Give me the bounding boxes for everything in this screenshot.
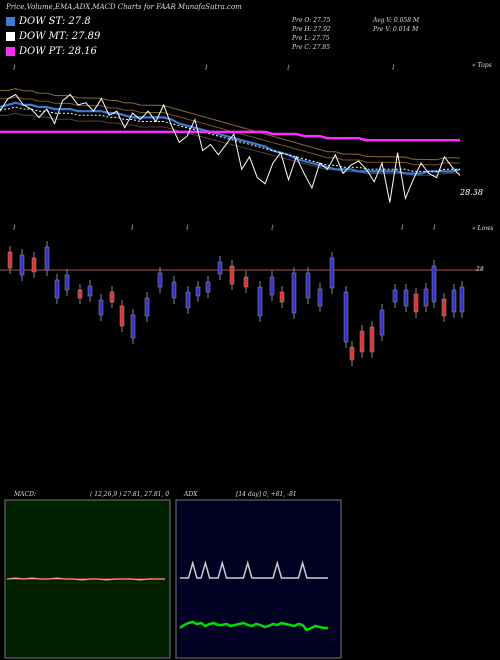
series-line-dow-pt bbox=[0, 130, 460, 142]
volume-candle bbox=[205, 281, 211, 293]
adx-panel bbox=[175, 499, 342, 659]
low-marker: ⌇ bbox=[130, 224, 134, 232]
low-marker: ⌇ bbox=[400, 224, 404, 232]
adx-params: [14 day] 0, +81, -81 bbox=[236, 491, 297, 498]
volume-candle bbox=[171, 281, 177, 299]
volume-candle bbox=[19, 254, 25, 276]
volume-candle bbox=[195, 286, 201, 297]
volume-candle bbox=[343, 291, 349, 343]
volume-candle bbox=[279, 291, 285, 303]
volume-candles bbox=[7, 241, 465, 366]
adx-line-adx-green bbox=[179, 620, 328, 632]
legend-dow-pt-label: DOW PT: 28.16 bbox=[19, 46, 97, 57]
ohlc-low: Pre L: 27.75 bbox=[292, 35, 330, 42]
volume-candle bbox=[130, 314, 136, 339]
legend-swatch-blue bbox=[6, 17, 15, 26]
price-ema-lines bbox=[0, 93, 461, 203]
ohlc-close: Pre C: 27.85 bbox=[292, 44, 331, 51]
volume-candle bbox=[243, 276, 249, 288]
ema-band-line-2 bbox=[0, 112, 460, 176]
volume-candle bbox=[44, 246, 50, 271]
ohlc-avg-volume: Avg V: 0.058 M bbox=[373, 17, 420, 24]
macd-params: ( 12,26,9 ) 27.81, 27.81, 0 bbox=[90, 491, 170, 498]
chart-title: Price,Volume,EMA,ADX,MACD Charts for FAA… bbox=[6, 3, 242, 11]
legend-dow-mt: DOW MT: 27.89 bbox=[6, 31, 100, 42]
ohlc-pre-volume: Pre V: 0.014 M bbox=[373, 26, 419, 33]
volume-candle bbox=[369, 326, 375, 353]
adx-title: ADX bbox=[184, 491, 198, 498]
low-marker: ⌇ bbox=[432, 224, 436, 232]
macd-title: MACD: bbox=[14, 491, 36, 498]
legend-swatch-magenta bbox=[6, 47, 15, 56]
legend-dow-st-label: DOW ST: 27.8 bbox=[19, 16, 91, 27]
volume-candle bbox=[257, 286, 263, 317]
volume-candle bbox=[317, 288, 323, 307]
low-marker: ⌇ bbox=[270, 224, 274, 232]
volume-candle bbox=[7, 251, 13, 269]
volume-candle bbox=[87, 285, 93, 297]
adx-lines bbox=[179, 560, 328, 632]
volume-candle bbox=[109, 291, 115, 303]
tops-label: « Tops bbox=[472, 62, 492, 69]
volume-candle bbox=[392, 289, 398, 303]
volume-candle bbox=[31, 257, 37, 273]
volume-candle bbox=[217, 261, 223, 275]
volume-candle bbox=[54, 279, 60, 299]
legend-dow-pt: DOW PT: 28.16 bbox=[6, 46, 97, 57]
volume-candle bbox=[291, 272, 297, 314]
lows-label: « Lows bbox=[472, 225, 494, 232]
volume-candle bbox=[144, 297, 150, 317]
low-marker: ⌇ bbox=[185, 224, 189, 232]
adx-line-adx-white bbox=[180, 560, 328, 579]
series-line-close bbox=[0, 93, 461, 203]
volume-candle bbox=[98, 299, 104, 316]
volume-candle bbox=[451, 289, 457, 313]
top-marker: ⌇ bbox=[204, 64, 208, 72]
volume-candle bbox=[119, 305, 125, 327]
top-marker: ⌇ bbox=[286, 64, 290, 72]
volume-candle bbox=[459, 286, 465, 313]
volume-candle bbox=[359, 330, 365, 353]
top-marker: ⌇ bbox=[391, 64, 395, 72]
ohlc-high: Pre H: 27.92 bbox=[292, 26, 331, 33]
ema-band-line-1 bbox=[0, 88, 461, 161]
volume-candle bbox=[305, 272, 311, 299]
price-right-label: 28.38 bbox=[460, 188, 483, 197]
volume-candle bbox=[431, 265, 437, 303]
volume-candle bbox=[379, 309, 385, 336]
volume-candle bbox=[185, 291, 191, 309]
top-markers: ⌇ ⌇ ⌇ ⌇ ⌇ ⌇ ⌇ ⌇ ⌇ ⌇ bbox=[12, 64, 436, 232]
volume-candle bbox=[269, 276, 275, 296]
low-marker: ⌇ bbox=[12, 224, 16, 232]
volume-candle bbox=[329, 257, 335, 289]
volume-candle bbox=[349, 346, 355, 361]
volume-candle bbox=[441, 298, 447, 317]
volume-candle bbox=[423, 288, 429, 307]
volume-candle bbox=[77, 289, 83, 299]
top-marker: ⌇ bbox=[12, 64, 16, 72]
ohlc-open: Pre O: 27.75 bbox=[292, 17, 331, 24]
volume-candle bbox=[413, 293, 419, 313]
legend-dow-st: DOW ST: 27.8 bbox=[6, 16, 91, 27]
macd-lines bbox=[6, 577, 165, 581]
legend-dow-mt-label: DOW MT: 27.89 bbox=[19, 31, 101, 42]
legend-swatch-white bbox=[6, 32, 15, 41]
volume-candle bbox=[403, 289, 409, 307]
volume-candle bbox=[229, 265, 235, 285]
volume-candle bbox=[157, 272, 163, 288]
volume-candle bbox=[64, 274, 70, 291]
